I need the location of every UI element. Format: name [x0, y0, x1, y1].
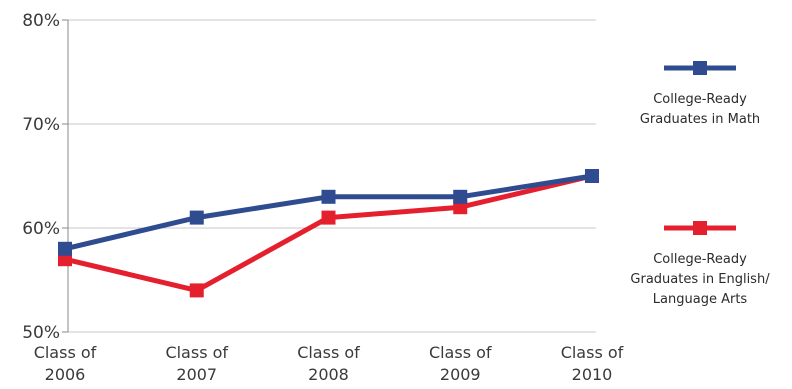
data-point-series-1	[58, 241, 72, 256]
x-tick-label: Class of 2006	[34, 343, 97, 384]
x-tick-label-line: 2010	[572, 365, 613, 384]
grid-lines	[68, 19, 596, 333]
x-tick-label-line: Class of	[429, 343, 492, 362]
y-tick-labels: 50% 60% 70% 80%	[22, 11, 60, 343]
data-point-series-1	[321, 189, 336, 204]
x-tick-label-line: 2007	[176, 365, 217, 384]
legend-label-line: Graduates in English/	[630, 272, 770, 287]
x-tick-label-line: 2006	[45, 365, 86, 384]
y-tick-label: 70%	[22, 115, 60, 135]
data-point-series-1	[585, 169, 599, 183]
legend: College-Ready Graduates in MathCollege-Re…	[630, 61, 770, 307]
axes	[62, 19, 69, 333]
legend-label: College-Ready Graduates in English/Langua…	[630, 252, 770, 307]
data-point-series-1	[189, 210, 204, 225]
x-tick-label-line: Class of	[561, 343, 624, 362]
legend-label: College-Ready Graduates in Math	[640, 92, 760, 127]
legend-label-line: College-Ready	[653, 252, 747, 267]
x-tick-label: Class of 2008	[297, 343, 360, 384]
legend-swatch-marker	[693, 221, 707, 235]
x-tick-label-line: Class of	[165, 343, 228, 362]
x-tick-label-line: 2008	[308, 365, 349, 384]
y-tick-label: 80%	[22, 11, 60, 31]
x-tick-label-line: Class of	[297, 343, 360, 362]
y-tick-label: 60%	[22, 219, 60, 239]
legend-label-line: Graduates in Math	[640, 112, 760, 127]
x-tick-label: Class of 2009	[429, 343, 492, 384]
series-lines	[58, 169, 599, 298]
y-tick-label: 50%	[22, 323, 60, 343]
data-point-series-1	[453, 189, 468, 204]
x-tick-label-line: 2009	[440, 365, 481, 384]
x-tick-label: Class of 2010	[561, 343, 624, 384]
legend-label-line: Language Arts	[653, 292, 748, 307]
data-point-series-2	[189, 283, 204, 298]
legend-swatch-marker	[693, 61, 707, 75]
x-tick-label: Class of 2007	[165, 343, 228, 384]
x-tick-label-line: Class of	[34, 343, 97, 362]
data-point-series-2	[321, 210, 336, 225]
legend-label-line: College-Ready	[653, 92, 747, 107]
